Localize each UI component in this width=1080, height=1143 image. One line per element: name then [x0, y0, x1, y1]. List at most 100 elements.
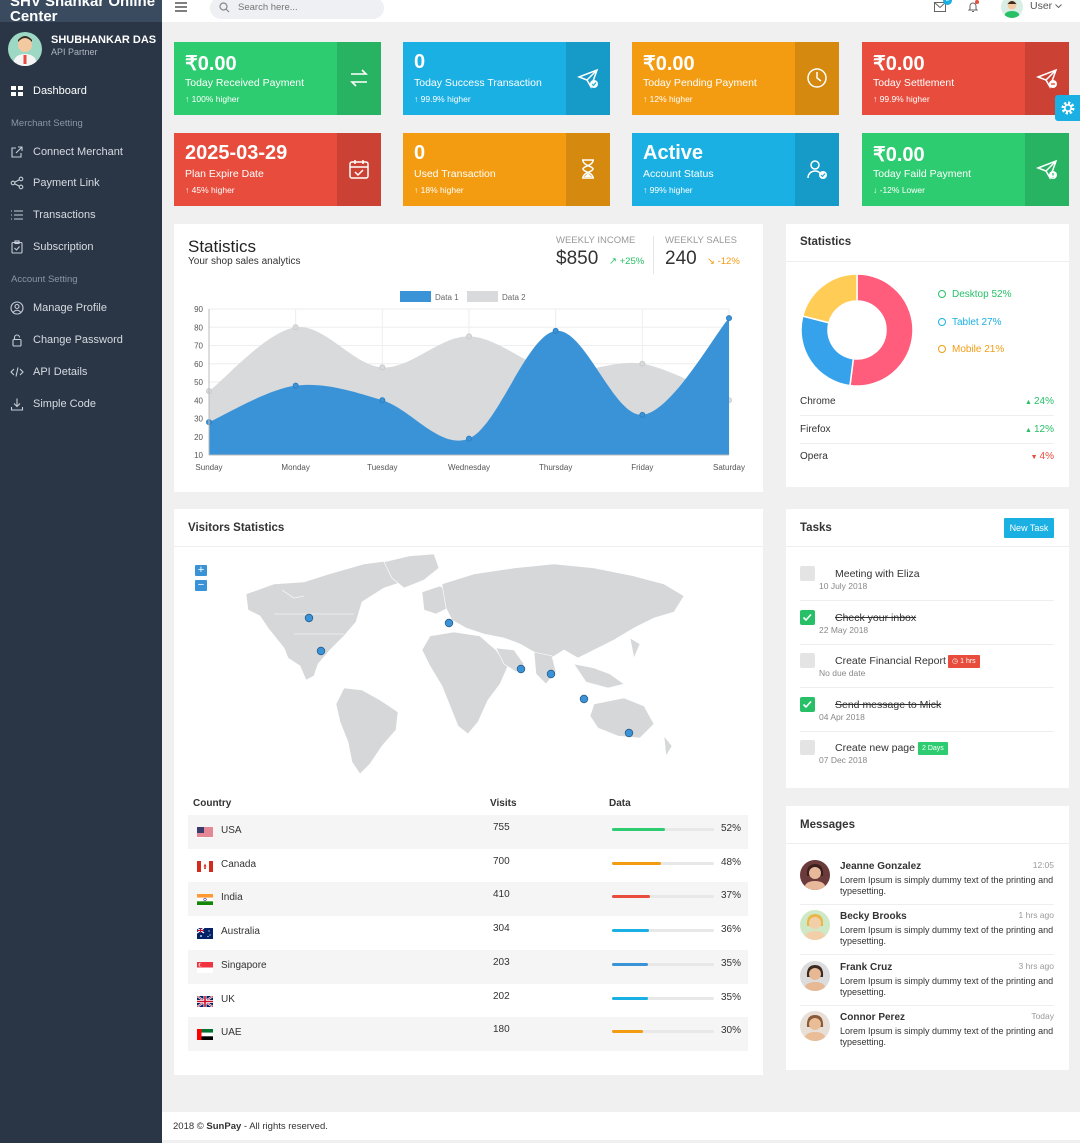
mail-icon[interactable]: [934, 2, 946, 12]
message-sender[interactable]: Connor Perez: [840, 1011, 906, 1023]
message-sender[interactable]: Jeanne Gonzalez: [840, 861, 922, 872]
chevron-down-icon[interactable]: [1055, 4, 1062, 9]
donut-legend-label: Tablet 27%: [952, 316, 1002, 328]
menu-toggle-icon[interactable]: [174, 1, 188, 13]
user-menu-label[interactable]: User: [1030, 0, 1053, 12]
sidebar-item-label: Payment Link: [33, 177, 100, 189]
new-task-button[interactable]: New Task: [1004, 518, 1054, 538]
sidebar-item-api-details[interactable]: API Details: [0, 362, 162, 384]
statistics-subtitle: Your shop sales analytics: [188, 256, 301, 267]
search-icon[interactable]: [219, 2, 230, 13]
table-row[interactable]: UAE 180 30%: [188, 1017, 748, 1052]
search-input[interactable]: [238, 0, 378, 14]
donut-legend-label: Desktop 52%: [952, 289, 1012, 300]
settings-button[interactable]: [1055, 95, 1080, 121]
brand-logo[interactable]: SHV Shankar Online Center: [0, 0, 162, 22]
series-area: [209, 318, 729, 455]
table-row[interactable]: Australia 304 36%: [188, 916, 748, 951]
donut-legend-item: Desktop 52%: [938, 289, 1011, 300]
message-sender[interactable]: Becky Brooks: [840, 911, 907, 923]
statistics-panel: Statistics Your shop sales analytics WEE…: [174, 224, 763, 492]
sidebar: SHV Shankar Online Center SHUBHANKAR DAS…: [0, 0, 162, 1143]
sidebar-item-transactions[interactable]: Transactions: [0, 205, 162, 227]
stat-card: Active Account Status ↑ 99% higher: [632, 133, 839, 206]
donut-slice[interactable]: [849, 273, 914, 387]
series-point[interactable]: [552, 327, 559, 334]
series-point[interactable]: [379, 397, 386, 404]
legend-swatch: [400, 291, 431, 302]
series-point[interactable]: [379, 364, 386, 371]
task-checkbox[interactable]: [800, 566, 815, 581]
series-point[interactable]: [292, 324, 299, 331]
series-point[interactable]: [466, 333, 472, 340]
sidebar-item-connect-merchant[interactable]: Connect Merchant: [0, 142, 162, 164]
world-map[interactable]: [234, 554, 704, 779]
sidebar-item-label: Change Password: [33, 334, 123, 346]
browser-change: ▼ 4%: [1031, 451, 1054, 462]
y-tick-label: 80: [194, 323, 203, 332]
series-point[interactable]: [639, 411, 646, 418]
footer-text: 2018 © SunPay - All rights reserved.: [173, 1121, 328, 1132]
stat-card-value: ₹0.00: [185, 53, 237, 75]
user-name: SHUBHANKAR DAS: [51, 34, 157, 46]
sidebar-item-label: Simple Code: [33, 398, 96, 410]
task-checkbox[interactable]: [800, 740, 815, 755]
table-row[interactable]: Singapore 203 35%: [188, 949, 748, 984]
map-zoom-out-button[interactable]: −: [195, 580, 207, 591]
visit-percent: 37%: [721, 890, 742, 902]
message-avatar[interactable]: [800, 1010, 830, 1041]
series-point[interactable]: [466, 435, 472, 442]
footer-brand[interactable]: SunPay: [206, 1121, 242, 1132]
y-tick-label: 10: [194, 451, 203, 460]
task-date: 04 Apr 2018: [819, 711, 865, 722]
donut-slice[interactable]: [800, 315, 855, 387]
sidebar-item-dashboard[interactable]: Dashboard: [0, 81, 162, 103]
usa-flag-icon: [197, 827, 213, 838]
divider: [800, 442, 1054, 444]
task-checkbox[interactable]: [800, 653, 815, 668]
calendar-check-icon: [349, 160, 369, 179]
stat-card-trend: ↑ 99.9% higher: [873, 94, 930, 104]
table-row[interactable]: Canada 700 48%: [188, 848, 748, 883]
series-point[interactable]: [639, 360, 646, 367]
donut-slice[interactable]: [801, 273, 858, 324]
browser-change-value: 24%: [1033, 396, 1054, 407]
divider: [800, 1004, 1054, 1006]
series-point[interactable]: [726, 315, 732, 322]
user-role: API Partner: [51, 47, 98, 57]
bell-icon[interactable]: [967, 1, 979, 13]
map-zoom-in-button[interactable]: +: [195, 565, 207, 576]
message-avatar[interactable]: [800, 960, 830, 991]
caret-up-icon: ▲: [1025, 426, 1032, 434]
table-row[interactable]: India 410 37%: [188, 882, 748, 917]
task-checkbox[interactable]: [800, 696, 815, 712]
sidebar-item-simple-code[interactable]: Simple Code: [0, 394, 162, 416]
message-preview: Lorem Ipsum is simply dummy text of the …: [840, 925, 1054, 947]
message-avatar[interactable]: [800, 860, 830, 890]
download-icon: [10, 398, 24, 411]
sidebar-item-label: Connect Merchant: [33, 146, 123, 158]
sidebar-item-change-password[interactable]: Change Password: [0, 330, 162, 352]
message-sender[interactable]: Frank Cruz: [840, 961, 893, 973]
message-avatar[interactable]: [800, 910, 830, 941]
table-row[interactable]: UK 202 35%: [188, 983, 748, 1018]
table-row[interactable]: USA 755 52%: [188, 815, 748, 849]
sidebar-item-payment-link[interactable]: Payment Link: [0, 173, 162, 195]
chart-legend: Data 1 Data 2: [400, 291, 526, 302]
task-checkbox[interactable]: [800, 609, 815, 625]
canada-flag-icon: [197, 860, 213, 872]
stat-card-trend-value: 100% higher: [191, 94, 240, 104]
series-point[interactable]: [292, 382, 299, 389]
user-avatar[interactable]: [1001, 0, 1023, 18]
stat-card: 0 Used Transaction ↑ 18% higher: [403, 133, 610, 206]
avatar: [8, 32, 42, 66]
sidebar-item-manage-profile[interactable]: Manage Profile: [0, 298, 162, 320]
sidebar-item-subscription[interactable]: Subscription: [0, 237, 162, 259]
stat-card-icon-area: [566, 133, 610, 206]
donut-chart: [800, 273, 914, 387]
stat-card-label: Account Status: [643, 168, 714, 180]
account-section-heading: Account Setting: [11, 274, 78, 285]
trend-arrow-icon: ↑: [643, 185, 650, 195]
top-bar: 2 User: [162, 0, 1080, 22]
progress-track: [612, 895, 714, 899]
